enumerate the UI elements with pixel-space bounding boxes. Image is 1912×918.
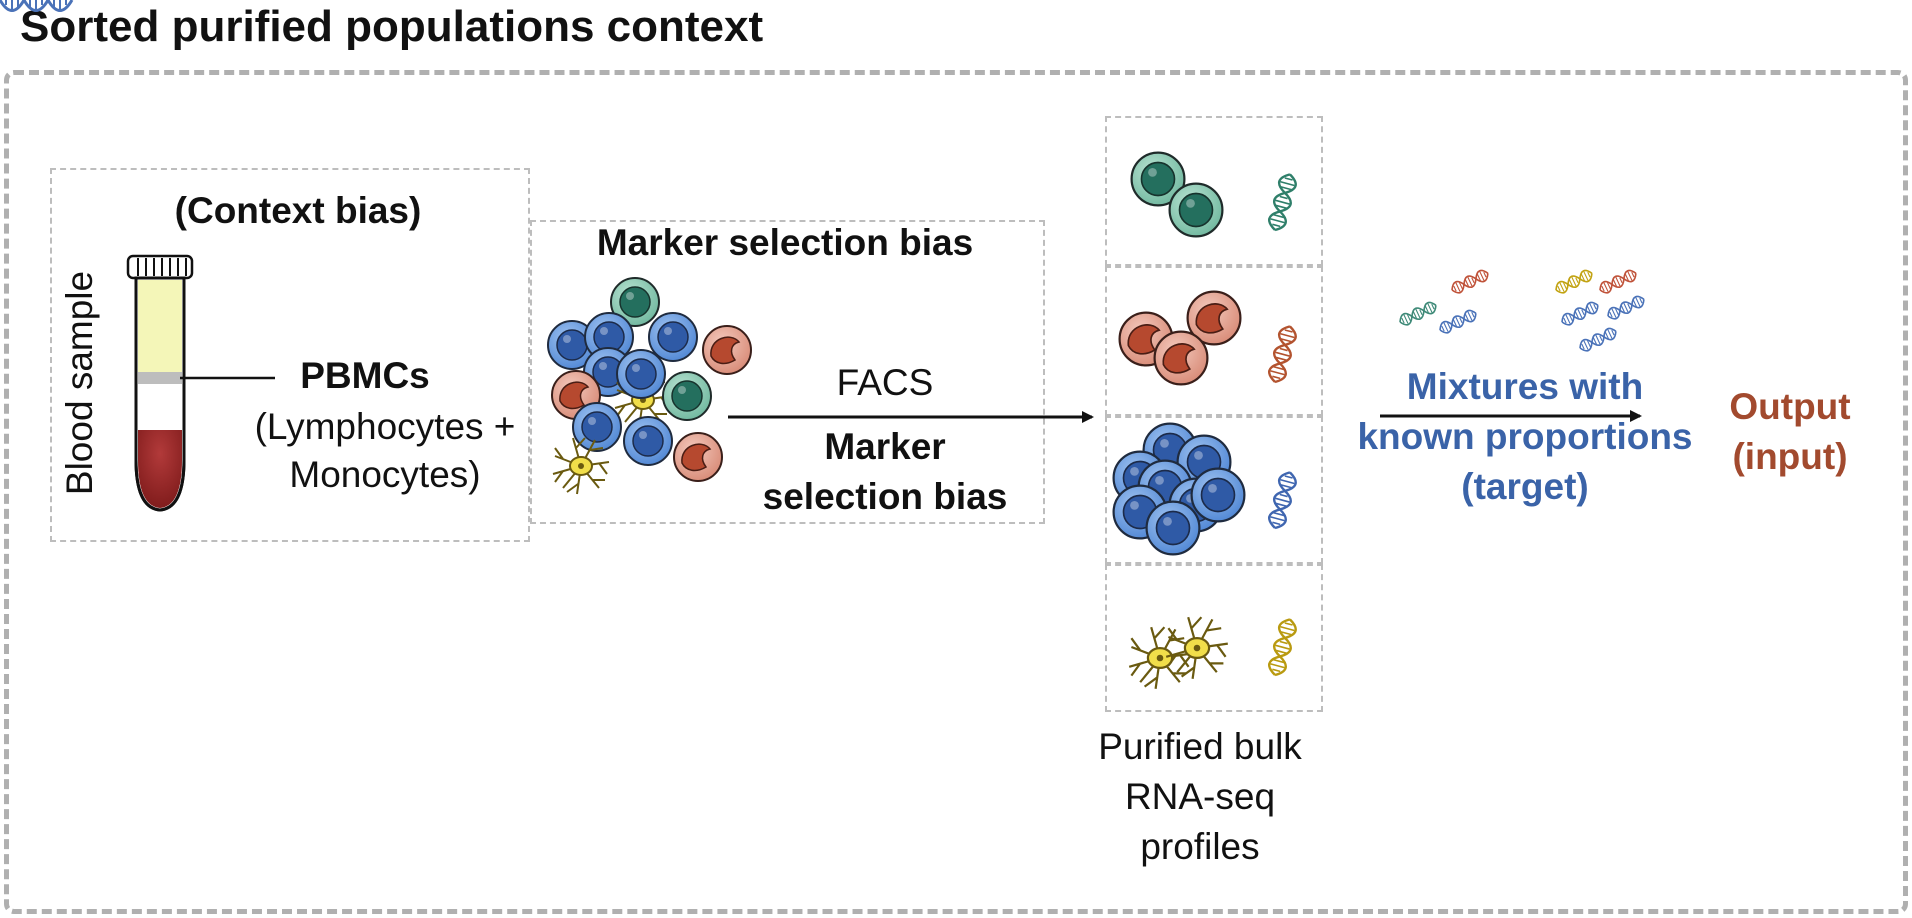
output-line1: Output [1729, 386, 1851, 427]
red-cells-icon [1118, 290, 1242, 386]
marker-bias-line2: selection bias [762, 476, 1008, 517]
blue-dna-icon [1265, 468, 1300, 532]
pbmc-line1: (Lymphocytes + [254, 406, 516, 447]
facs-label: FACS [836, 362, 934, 403]
yellow-cells-icon [1128, 616, 1229, 690]
blue-cells-icon [1112, 422, 1246, 556]
blood-sample-label: Blood sample [59, 270, 100, 496]
output-line2: (input) [1732, 436, 1848, 477]
purified-box-blue [1105, 416, 1323, 564]
green-cells-icon [1130, 151, 1224, 238]
diagram-title: Sorted purified populations context [20, 2, 764, 51]
blood-sample-box [50, 168, 530, 542]
marker-bias-line1: Marker [824, 426, 946, 467]
purified-line3: profiles [1140, 826, 1260, 867]
context-bias-label: (Context bias) [174, 190, 422, 231]
outer-frame [4, 70, 1908, 914]
mixtures-line3: (target) [1461, 466, 1589, 507]
purified-line1: Purified bulk [1098, 726, 1302, 767]
yellow-dna-icon [1265, 615, 1300, 679]
red-dna-icon [1265, 322, 1300, 386]
pbmc-line2: Monocytes) [289, 454, 481, 495]
mixtures-line1: Mixtures with [1406, 366, 1644, 407]
mixed-cells-icon [547, 277, 752, 495]
mixture-dna-right-icon [1552, 267, 1648, 355]
blood-tube-icon [126, 254, 275, 512]
purified-box-green [1105, 116, 1323, 266]
mixtures-line2: known proportions [1357, 416, 1693, 457]
mixture-dna-left-icon [0, 0, 1492, 337]
purified-line2: RNA-seq [1124, 776, 1276, 817]
marker-selection-bias-label: Marker selection bias [596, 222, 974, 263]
pbmc-title: PBMCs [300, 355, 430, 396]
green-dna-icon [1265, 170, 1300, 234]
marker-selection-box [530, 220, 1045, 524]
purified-box-yellow [1105, 564, 1323, 712]
purified-box-red [1105, 266, 1323, 416]
